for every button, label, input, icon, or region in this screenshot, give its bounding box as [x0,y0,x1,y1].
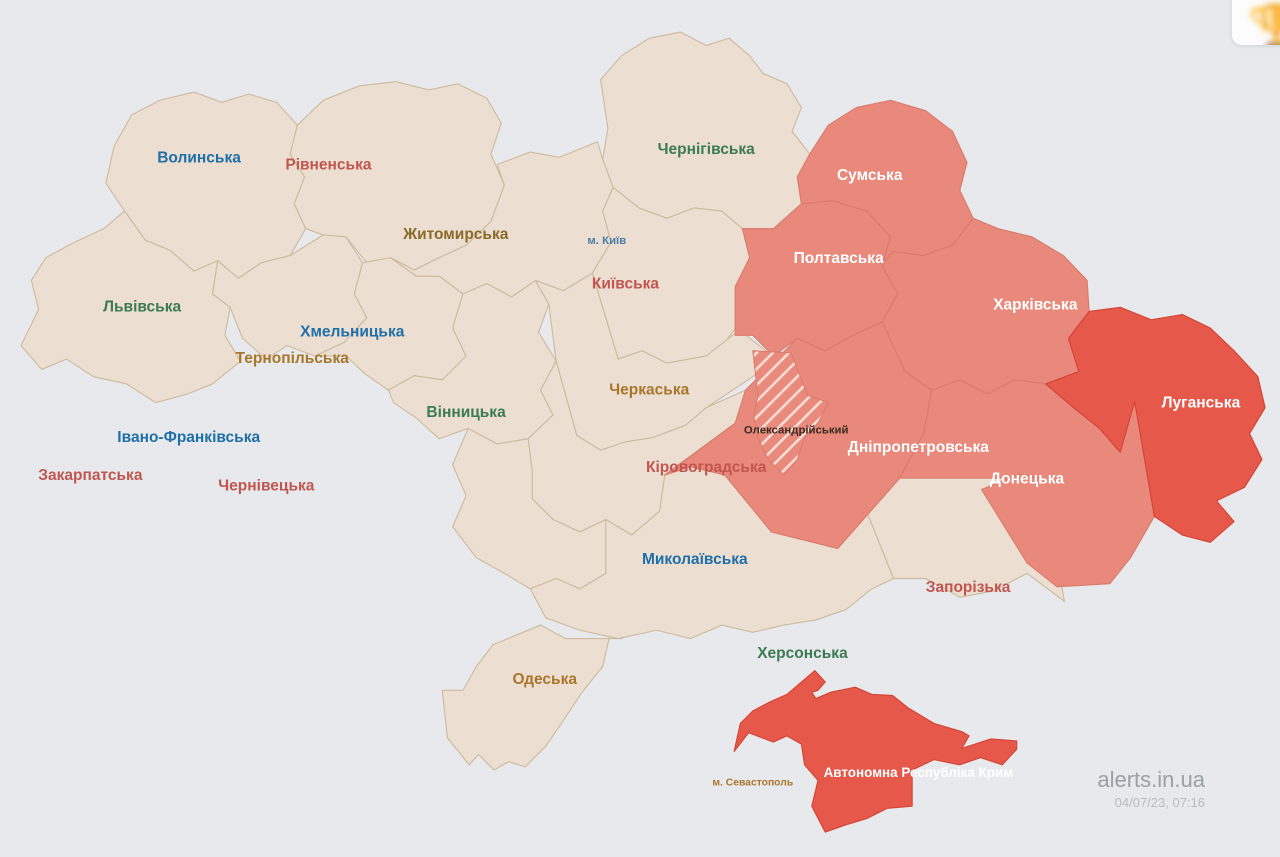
svg-text:Луганська: Луганська [1162,395,1241,412]
svg-text:Волинська: Волинська [157,149,241,166]
svg-text:Рівненська: Рівненська [285,157,372,174]
svg-text:alerts.in.ua: alerts.in.ua [1097,767,1205,792]
svg-text:Олександрійський: Олександрійський [744,425,849,437]
svg-text:Херсонська: Херсонська [757,645,848,662]
svg-text:Хмельницька: Хмельницька [300,323,405,340]
svg-text:Київська: Київська [592,276,659,293]
svg-text:Чернівецька: Чернівецька [218,478,314,495]
svg-text:Дніпропетровська: Дніпропетровська [848,439,989,456]
svg-text:Харківська: Харківська [993,296,1078,313]
svg-text:Одеська: Одеська [512,671,577,688]
svg-text:Автономна Республіка Крим: Автономна Республіка Крим [824,765,1014,780]
svg-text:Кіровоградська: Кіровоградська [646,459,767,476]
svg-text:Закарпатська: Закарпатська [38,467,143,484]
svg-text:Запорізька: Запорізька [926,579,1011,596]
svg-text:Тернопільська: Тернопільська [236,350,350,367]
svg-text:Івано-Франківська: Івано-Франківська [117,429,260,446]
svg-text:Житомирська: Житомирська [402,226,509,243]
svg-text:04/07/23, 07:16: 04/07/23, 07:16 [1115,795,1205,810]
svg-text:Миколаївська: Миколаївська [642,551,748,568]
svg-text:м. Київ: м. Київ [587,235,626,247]
svg-text:м. Севастополь: м. Севастополь [712,777,793,788]
svg-text:Черкаська: Черкаська [609,381,689,398]
svg-text:Донецька: Донецька [990,470,1065,487]
svg-text:Вінницька: Вінницька [426,404,506,421]
svg-text:Львівська: Львівська [103,298,181,315]
svg-text:Сумська: Сумська [837,167,903,184]
svg-text:Полтавська: Полтавська [794,250,884,267]
svg-text:Чернігівська: Чернігівська [658,141,756,158]
